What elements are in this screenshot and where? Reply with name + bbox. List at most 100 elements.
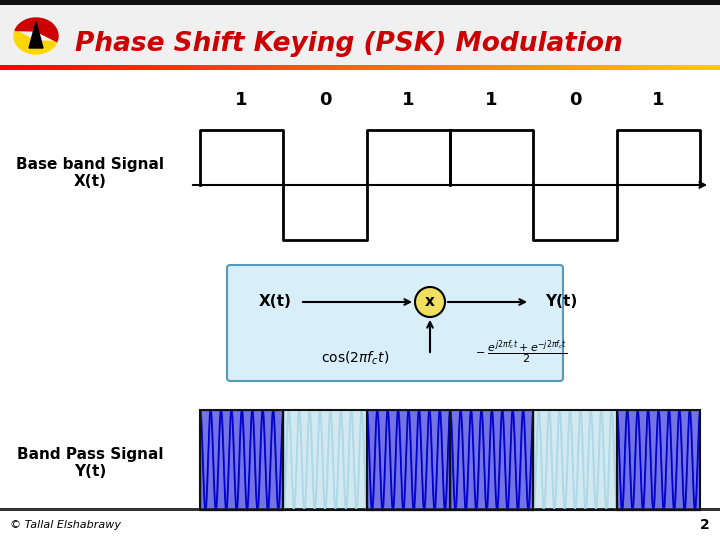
- Bar: [450, 410, 534, 510]
- Bar: [641, 65, 644, 70]
- Bar: [324, 65, 328, 70]
- Bar: [137, 65, 140, 70]
- Bar: [162, 65, 166, 70]
- Bar: [486, 65, 490, 70]
- Bar: [637, 65, 641, 70]
- Bar: [238, 65, 241, 70]
- Bar: [0, 5, 720, 67]
- Text: X(t): X(t): [73, 174, 107, 190]
- Bar: [529, 65, 533, 70]
- Bar: [299, 65, 302, 70]
- Bar: [655, 65, 659, 70]
- Bar: [616, 410, 700, 510]
- Bar: [83, 65, 86, 70]
- Bar: [534, 410, 616, 510]
- Bar: [346, 65, 349, 70]
- Bar: [270, 65, 274, 70]
- Text: 1: 1: [235, 91, 248, 109]
- Bar: [248, 65, 252, 70]
- Bar: [245, 65, 248, 70]
- Bar: [14, 65, 18, 70]
- Bar: [191, 65, 194, 70]
- Bar: [29, 65, 32, 70]
- Bar: [551, 65, 554, 70]
- Bar: [374, 65, 378, 70]
- Bar: [0, 65, 4, 70]
- Bar: [47, 65, 50, 70]
- Bar: [140, 65, 144, 70]
- Bar: [601, 65, 605, 70]
- Bar: [569, 65, 572, 70]
- Bar: [284, 410, 366, 510]
- Polygon shape: [29, 22, 43, 48]
- Bar: [443, 65, 446, 70]
- Bar: [605, 65, 608, 70]
- Bar: [227, 65, 230, 70]
- Bar: [360, 65, 364, 70]
- Text: $-\ \dfrac{e^{j2\pi f_c t}+e^{-j2\pi f_c t}}{2}$: $-\ \dfrac{e^{j2\pi f_c t}+e^{-j2\pi f_c…: [475, 339, 567, 367]
- Bar: [468, 65, 472, 70]
- Bar: [223, 65, 227, 70]
- Bar: [22, 65, 25, 70]
- Bar: [169, 65, 173, 70]
- Bar: [407, 65, 410, 70]
- Text: 1: 1: [402, 91, 415, 109]
- Bar: [126, 65, 130, 70]
- Bar: [522, 65, 526, 70]
- Bar: [184, 65, 187, 70]
- Bar: [284, 65, 288, 70]
- Text: 1: 1: [485, 91, 498, 109]
- Bar: [364, 65, 367, 70]
- Bar: [457, 65, 461, 70]
- Bar: [104, 65, 108, 70]
- Polygon shape: [14, 30, 57, 54]
- Bar: [670, 65, 673, 70]
- FancyBboxPatch shape: [227, 265, 563, 381]
- Bar: [115, 65, 119, 70]
- Bar: [619, 65, 623, 70]
- Bar: [166, 65, 169, 70]
- Bar: [320, 65, 324, 70]
- Bar: [428, 65, 432, 70]
- Bar: [151, 65, 155, 70]
- Bar: [180, 65, 184, 70]
- Bar: [511, 65, 515, 70]
- Bar: [688, 65, 691, 70]
- Bar: [562, 65, 565, 70]
- Bar: [61, 65, 65, 70]
- Bar: [540, 65, 544, 70]
- Bar: [673, 65, 677, 70]
- Bar: [356, 65, 360, 70]
- Bar: [216, 65, 220, 70]
- Text: 0: 0: [569, 91, 581, 109]
- Bar: [18, 65, 22, 70]
- Bar: [108, 65, 112, 70]
- Bar: [349, 65, 353, 70]
- Bar: [716, 65, 720, 70]
- Bar: [0, 0, 720, 5]
- Bar: [234, 65, 238, 70]
- Bar: [652, 65, 655, 70]
- Bar: [122, 65, 126, 70]
- Bar: [36, 65, 40, 70]
- Bar: [256, 65, 259, 70]
- Bar: [702, 65, 706, 70]
- Bar: [695, 65, 698, 70]
- Bar: [425, 65, 428, 70]
- Bar: [508, 65, 511, 70]
- Bar: [335, 65, 338, 70]
- Bar: [446, 65, 450, 70]
- Bar: [572, 65, 576, 70]
- Bar: [648, 65, 652, 70]
- Bar: [526, 65, 529, 70]
- Bar: [558, 65, 562, 70]
- Text: Band Pass Signal: Band Pass Signal: [17, 448, 163, 462]
- Bar: [414, 65, 418, 70]
- Bar: [684, 65, 688, 70]
- Bar: [493, 65, 497, 70]
- Text: $\cos(2\pi f_c t)$: $\cos(2\pi f_c t)$: [321, 349, 389, 367]
- Bar: [583, 65, 587, 70]
- Bar: [194, 65, 198, 70]
- Bar: [292, 65, 295, 70]
- Bar: [200, 410, 284, 510]
